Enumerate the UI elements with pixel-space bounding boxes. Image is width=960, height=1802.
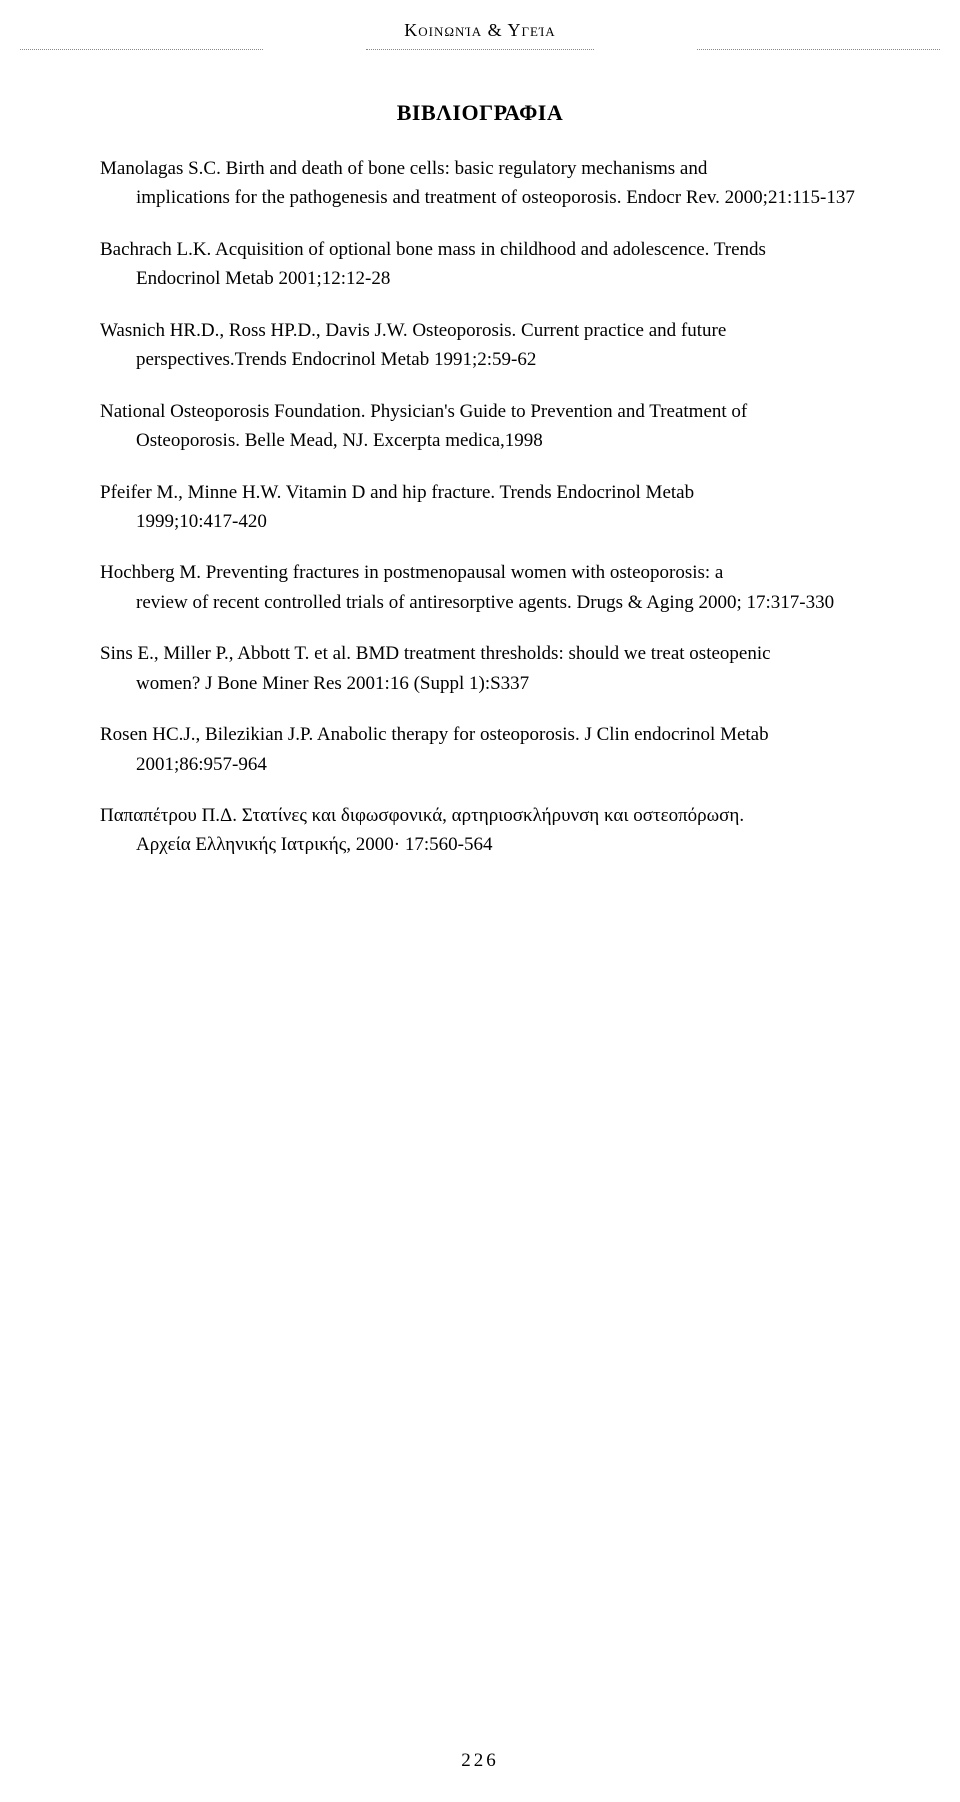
reference-continuation: perspectives.Trends Endocrinol Metab 199…	[100, 345, 860, 374]
reference-entry: Rosen HC.J., Bilezikian J.P. Anabolic th…	[100, 720, 860, 779]
reference-first-line: Rosen HC.J., Bilezikian J.P. Anabolic th…	[100, 724, 769, 745]
reference-first-line: Sins E., Miller P., Abbott T. et al. BMD…	[100, 643, 771, 664]
reference-continuation: women? J Bone Miner Res 2001:16 (Suppl 1…	[100, 669, 860, 698]
reference-continuation: Endocrinol Metab 2001;12:12-28	[100, 264, 860, 293]
reference-entry: Παπαπέτρου Π.Δ. Στατίνες και διφωσφονικά…	[100, 801, 860, 860]
reference-continuation: 2001;86:957-964	[100, 750, 860, 779]
reference-first-line: Pfeifer M., Minne H.W. Vitamin D and hip…	[100, 482, 694, 503]
header-rule-center	[366, 49, 594, 50]
reference-entry: Pfeifer M., Minne H.W. Vitamin D and hip…	[100, 478, 860, 537]
reference-first-line: Wasnich HR.D., Ross HP.D., Davis J.W. Os…	[100, 320, 726, 341]
reference-first-line: Hochberg M. Preventing fractures in post…	[100, 562, 723, 583]
header-rule	[100, 49, 860, 50]
reference-first-line: Manolagas S.C. Birth and death of bone c…	[100, 158, 707, 179]
bibliography-list: Manolagas S.C. Birth and death of bone c…	[100, 154, 860, 860]
running-title: Κοινωνία & Υγεία	[100, 20, 860, 41]
running-header: Κοινωνία & Υγεία	[100, 20, 860, 50]
section-title: ΒΙΒΛΙΟΓΡΑΦΙΑ	[100, 100, 860, 126]
reference-entry: Wasnich HR.D., Ross HP.D., Davis J.W. Os…	[100, 316, 860, 375]
reference-entry: National Osteoporosis Foundation. Physic…	[100, 397, 860, 456]
reference-entry: Bachrach L.K. Acquisition of optional bo…	[100, 235, 860, 294]
reference-first-line: Bachrach L.K. Acquisition of optional bo…	[100, 239, 766, 260]
reference-entry: Hochberg M. Preventing fractures in post…	[100, 558, 860, 617]
reference-entry: Manolagas S.C. Birth and death of bone c…	[100, 154, 860, 213]
reference-continuation: review of recent controlled trials of an…	[100, 588, 860, 617]
reference-continuation: 1999;10:417-420	[100, 507, 860, 536]
reference-continuation: Osteoporosis. Belle Mead, NJ. Excerpta m…	[100, 426, 860, 455]
reference-entry: Sins E., Miller P., Abbott T. et al. BMD…	[100, 639, 860, 698]
reference-continuation: implications for the pathogenesis and tr…	[100, 183, 860, 212]
reference-first-line: Παπαπέτρου Π.Δ. Στατίνες και διφωσφονικά…	[100, 805, 744, 826]
reference-continuation: Αρχεία Ελληνικής Ιατρικής, 2000· 17:560-…	[100, 830, 860, 859]
reference-first-line: National Osteoporosis Foundation. Physic…	[100, 401, 747, 422]
page-number: 226	[0, 1750, 960, 1772]
